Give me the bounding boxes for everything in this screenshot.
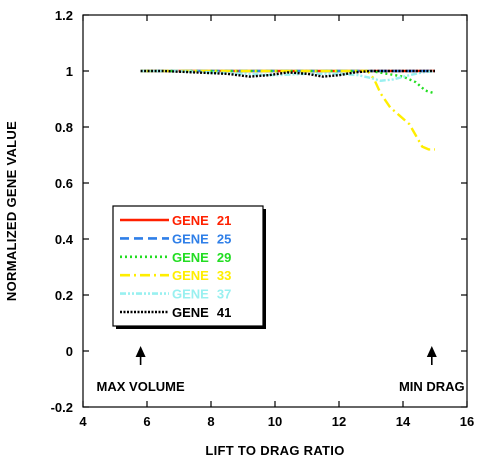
annotation-arrow-head (426, 346, 437, 357)
y-axis-title: NORMALIZED GENE VALUE (4, 121, 19, 301)
annotation-label: MIN DRAG (399, 379, 465, 394)
y-tick-label: 1 (66, 64, 73, 79)
legend-label-gene-25: GENE 25 (172, 231, 231, 246)
series-layer (140, 69, 436, 151)
y-tick-label: 0.6 (55, 176, 73, 191)
series-line-gene-33 (140, 69, 435, 151)
annotation-arrow-head (135, 346, 146, 357)
x-axis-title: LIFT TO DRAG RATIO (205, 443, 344, 458)
series-line-gene-37 (140, 69, 436, 82)
x-tick-label: 6 (143, 414, 150, 429)
x-tick-label: 10 (268, 414, 282, 429)
series-line-gene-29 (140, 69, 436, 95)
y-tick-label: 0 (66, 344, 73, 359)
legend-label-gene-41: GENE 41 (172, 305, 231, 320)
legend-box (112, 205, 264, 327)
legend: GENE 21 GENE 25 GENE 29 GENE 33 GENE 37 GENE 41 (112, 205, 266, 329)
y-tick-label: 0.4 (55, 232, 74, 247)
y-tick-label: 0.2 (55, 288, 73, 303)
y-tick-label: 1.2 (55, 8, 73, 23)
x-tick-label: 12 (332, 414, 346, 429)
x-tick-label: 16 (460, 414, 474, 429)
annotation-label: MAX VOLUME (97, 379, 185, 394)
legend-label-gene-21: GENE 21 (172, 213, 231, 228)
legend-label-gene-29: GENE 29 (172, 250, 231, 265)
x-tick-label: 14 (396, 414, 411, 429)
annotations: MAX VOLUME MIN DRAG (97, 346, 465, 394)
legend-label-gene-33: GENE 33 (172, 268, 231, 283)
x-tick-label: 8 (207, 414, 214, 429)
y-tick-label: -0.2 (51, 400, 73, 415)
x-tick-label: 4 (79, 414, 87, 429)
series-line-gene-41 (140, 69, 435, 78)
y-tick-label: 0.8 (55, 120, 73, 135)
legend-label-gene-37: GENE 37 (172, 287, 231, 302)
tick-layer: 4 6 8 10 12 14 16 -0.2 0 0.2 0.4 0.6 0.8 1 1.2 (51, 8, 475, 429)
